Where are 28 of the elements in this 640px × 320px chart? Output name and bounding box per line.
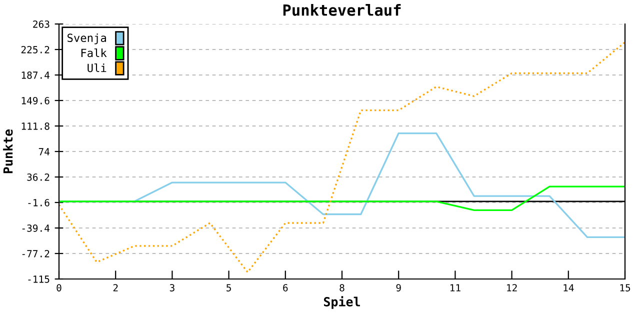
x-tick-label: 14 (564, 284, 574, 292)
y-tick-label: 36.2 (27, 174, 50, 181)
legend-label: Svenja (68, 33, 106, 44)
y-tick-label: -39.4 (22, 224, 50, 232)
y-tick-label: -1.6 (28, 199, 50, 206)
y-tick-label: -77.2 (22, 250, 50, 258)
y-tick-label: 74 (38, 148, 50, 156)
y-tick-label: 111.8 (22, 122, 50, 130)
x-tick-label: 9 (396, 284, 401, 292)
x-tick-label: 6 (283, 284, 288, 292)
y-tick-label: -115 (28, 276, 50, 283)
y-tick-label: 187.4 (22, 72, 50, 79)
y-tick-label: 263 (33, 20, 50, 28)
x-tick-label: 12 (507, 284, 517, 292)
x-tick-label: 3 (170, 284, 174, 292)
legend-label: Uli (88, 64, 106, 72)
x-tick-label: 8 (340, 284, 344, 292)
y-axis-title: Punkte (3, 129, 13, 174)
x-tick-label: 5 (226, 284, 231, 292)
y-tick-label: 225.2 (21, 46, 50, 54)
chart-title: Punkteverlauf (283, 4, 401, 16)
x-tick-label: 2 (113, 284, 118, 292)
y-tick-label: 149.6 (22, 97, 50, 104)
x-tick-label: 0 (56, 284, 62, 292)
legend-label: Falk (81, 48, 107, 58)
x-tick-label: 11 (450, 284, 460, 292)
x-tick-label: 15 (620, 284, 630, 292)
x-axis-title: Spiel (324, 296, 360, 309)
